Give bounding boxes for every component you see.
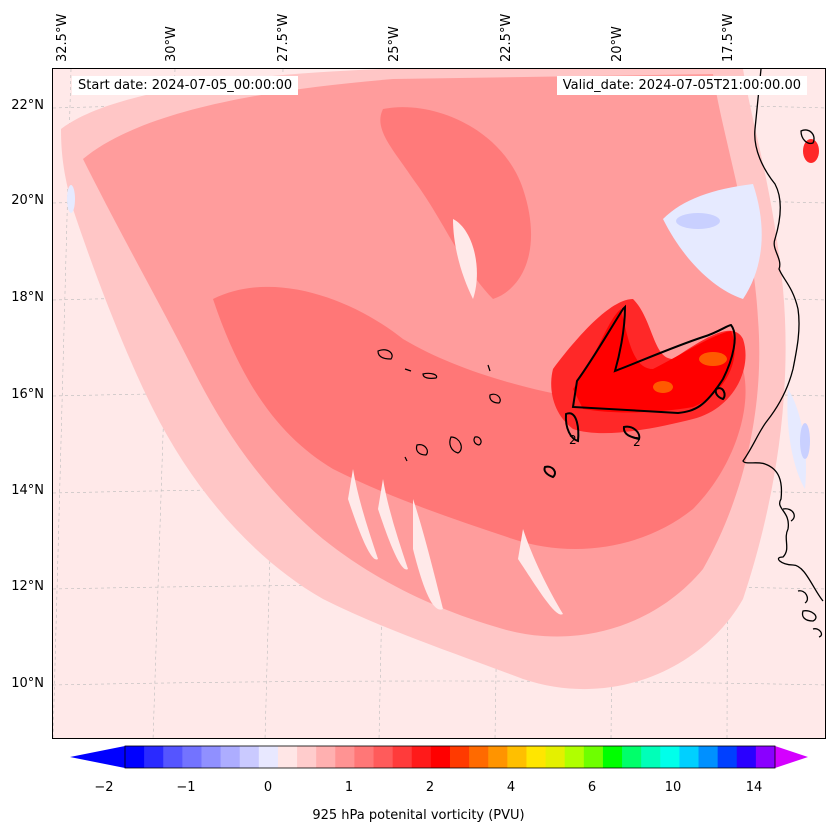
colorbar-swatch <box>660 746 680 768</box>
pv-contour-small-3 <box>543 465 556 479</box>
pv-region-dark-red <box>573 309 735 413</box>
lon-label-32-5w: 32.5°W <box>55 13 70 62</box>
colorbar-swatch <box>373 746 394 768</box>
pv-negative-patch-2 <box>676 213 720 229</box>
colorbar-tick-1: 1 <box>344 780 354 795</box>
pv-2-contours <box>543 304 736 479</box>
lat-label-18n: 18°N <box>11 290 44 305</box>
colorbar-swatch <box>698 746 719 768</box>
colorbar-swatch <box>430 746 451 768</box>
colorbar-swatch <box>545 746 566 768</box>
lat-label-14n: 14°N <box>11 483 44 498</box>
colorbar-outline <box>124 745 776 769</box>
colorbar-swatch <box>411 746 432 768</box>
colorbar-swatch <box>736 746 757 768</box>
colorbar-swatch <box>335 746 355 768</box>
colorbar-label: 925 hPa potenital vorticity (PVU) <box>312 808 525 823</box>
colorbar-arrow-right <box>775 746 808 768</box>
pv-low-bands <box>348 219 563 615</box>
coastline <box>742 69 824 638</box>
cape-verde-islands <box>377 349 501 462</box>
colorbar-tick-4: 4 <box>506 780 516 795</box>
colorbar-arrow-left <box>70 746 125 768</box>
colorbar-swatch <box>201 746 222 768</box>
colorbar-swatch <box>526 746 547 768</box>
lat-label-10n: 10°N <box>11 676 44 691</box>
colorbar-tick-2: 2 <box>425 780 435 795</box>
pv-contour-small-4 <box>714 387 726 401</box>
lat-label-22n: 22°N <box>11 98 44 113</box>
colorbar-swatch <box>717 746 738 768</box>
colorbar-tick-10: 10 <box>664 780 682 795</box>
colorbar-swatch <box>182 746 202 768</box>
colorbar-swatch <box>220 746 241 768</box>
colorbar-swatch <box>755 746 776 768</box>
pv-streak-north <box>380 107 532 299</box>
colorbar-swatch <box>354 746 375 768</box>
pv-patch-ne <box>803 139 819 163</box>
lat-label-12n: 12°N <box>11 579 44 594</box>
colorbar-tick-14: 14 <box>745 780 763 795</box>
pv-negative-patch-4 <box>800 423 810 459</box>
colorbar-swatch <box>297 746 317 768</box>
colorbar-swatch <box>144 746 164 768</box>
colorbar-swatch <box>316 746 336 768</box>
colorbar-tick-neg1: −1 <box>176 780 196 795</box>
pv-max-orange-1 <box>699 352 727 366</box>
colorbar <box>70 745 808 769</box>
colorbar-swatch <box>392 746 413 768</box>
colorbar-swatch <box>125 746 145 768</box>
colorbar-swatch <box>679 746 700 768</box>
colorbar-swatch <box>450 746 470 768</box>
lat-label-20n: 20°N <box>11 193 44 208</box>
start-date-label: Start date: 2024-07-05_00:00:00 <box>72 76 299 95</box>
colorbar-swatch <box>622 746 642 768</box>
colorbar-swatch <box>641 746 661 768</box>
colorbar-swatch <box>564 746 585 768</box>
colorbar-swatch <box>488 746 508 768</box>
colorbar-tick-neg2: −2 <box>94 780 114 795</box>
contour-label-2: 2 <box>633 435 641 449</box>
colorbar-swatch <box>469 746 489 768</box>
colorbar-swatch <box>258 746 279 768</box>
pv-contour-main <box>571 304 736 415</box>
lon-label-25w: 25°W <box>387 26 402 62</box>
pv-max-orange-2 <box>653 381 673 393</box>
pv-contour-small-2 <box>622 425 641 441</box>
lon-label-22-5w: 22.5°W <box>499 13 514 62</box>
map-panel: 2 2 <box>52 68 826 739</box>
colorbar-swatch <box>602 746 623 768</box>
colorbar-swatch <box>507 746 527 768</box>
valid-date-label: Valid_date: 2024-07-05T21:00:00.00 <box>556 76 807 95</box>
pv-negative-patch-3 <box>787 389 807 489</box>
lon-label-20w: 20°W <box>610 26 625 62</box>
colorbar-swatch <box>277 746 298 768</box>
pv-negative-patch-1 <box>663 184 762 299</box>
lon-label-17-5w: 17.5°W <box>721 13 736 62</box>
colorbar-swatch <box>163 746 183 768</box>
colorbar-tick-0: 0 <box>263 780 273 795</box>
contour-label-1: 2 <box>569 433 577 447</box>
colorbar-tick-6: 6 <box>587 780 597 795</box>
colorbar-swatch <box>583 746 604 768</box>
pv-contour-small-1 <box>564 412 580 443</box>
colorbar-swatch <box>239 746 260 768</box>
lat-label-16n: 16°N <box>11 387 44 402</box>
pv-region-salmon <box>213 286 746 549</box>
lon-label-27-5w: 27.5°W <box>276 13 291 62</box>
pv-field-map: 2 2 <box>53 69 825 738</box>
lon-label-30w: 30°W <box>164 26 179 62</box>
colorbar-swatches <box>125 746 776 768</box>
pv-negative-patch-5 <box>67 185 75 213</box>
